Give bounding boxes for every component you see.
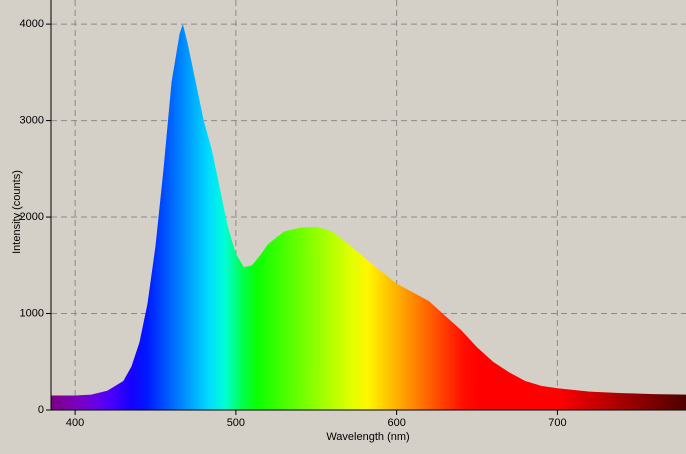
x-tick-label: 400 xyxy=(66,417,84,429)
y-tick-label: 4000 xyxy=(20,18,44,30)
y-tick-label: 0 xyxy=(38,404,44,416)
x-axis-label: Wavelength (nm) xyxy=(326,431,409,443)
y-tick-label: 2000 xyxy=(20,211,44,223)
x-tick-label: 500 xyxy=(227,417,245,429)
x-tick-label: 700 xyxy=(548,417,566,429)
y-tick-label: 1000 xyxy=(20,307,44,319)
y-tick-label: 3000 xyxy=(20,114,44,126)
spectrum-area xyxy=(51,24,686,411)
y-axis-label: Intensity (counts) xyxy=(11,170,23,254)
x-tick-label: 600 xyxy=(387,417,405,429)
